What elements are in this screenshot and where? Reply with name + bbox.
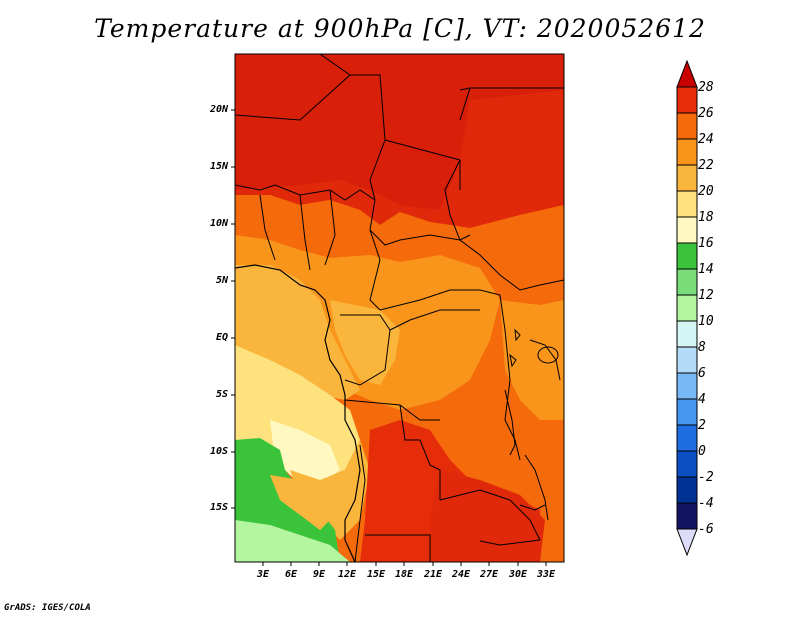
colorbar-label: 24 xyxy=(698,132,714,147)
lon-label: 30E xyxy=(508,569,528,580)
lon-label: 33E xyxy=(536,569,556,580)
colorbar-bottom-triangle xyxy=(676,528,698,557)
lon-label: 18E xyxy=(394,569,414,580)
colorbar-top-triangle xyxy=(676,59,698,88)
lon-label: 21E xyxy=(423,569,443,580)
colorbar-label: -6 xyxy=(698,522,714,537)
coastline xyxy=(235,264,361,562)
colorbar xyxy=(676,59,698,557)
colorbar-label: 0 xyxy=(698,444,706,459)
colorbar-label: 20 xyxy=(698,184,714,199)
colorbar-label: -4 xyxy=(698,496,714,511)
lat-label: 5S xyxy=(215,389,228,400)
colorbar-label: 8 xyxy=(698,340,706,355)
colorbar-label: 18 xyxy=(698,210,714,225)
colorbar-label: 16 xyxy=(698,236,714,251)
lon-label: 3E xyxy=(256,569,270,580)
lat-label: EQ xyxy=(215,332,228,343)
lakes xyxy=(504,328,559,521)
colorbar-label: 14 xyxy=(698,262,714,277)
lon-label: 15E xyxy=(366,569,386,580)
colorbar-label: 2 xyxy=(698,418,706,433)
lon-label: 12E xyxy=(337,569,357,580)
colorbar-label: 12 xyxy=(698,288,714,303)
lat-label: 20N xyxy=(209,104,228,115)
colorbar-label: 4 xyxy=(698,392,706,407)
temperature-field xyxy=(235,54,564,562)
lat-label: 10N xyxy=(209,218,228,229)
colorbar-label: 22 xyxy=(698,158,714,173)
lon-label: 27E xyxy=(479,569,499,580)
lat-label: 5N xyxy=(215,275,228,286)
colorbar-label: 26 xyxy=(698,106,714,121)
lon-label: 6E xyxy=(284,569,298,580)
lon-label: 24E xyxy=(451,569,471,580)
grads-credit: GrADS: IGES/COLA xyxy=(4,603,91,613)
map-frame xyxy=(234,53,565,563)
chart-title: Temperature at 900hPa [C], VT: 202005261… xyxy=(94,14,706,43)
lat-label: 10S xyxy=(209,446,228,457)
lon-label: 9E xyxy=(312,569,326,580)
lat-label: 15N xyxy=(209,161,228,172)
lat-label: 15S xyxy=(209,502,228,513)
axis-ticks xyxy=(231,109,547,566)
colorbar-label: -2 xyxy=(698,470,714,485)
colorbar-label: 28 xyxy=(698,80,714,95)
colorbar-label: 6 xyxy=(698,366,706,381)
colorbar-label: 10 xyxy=(698,314,714,329)
